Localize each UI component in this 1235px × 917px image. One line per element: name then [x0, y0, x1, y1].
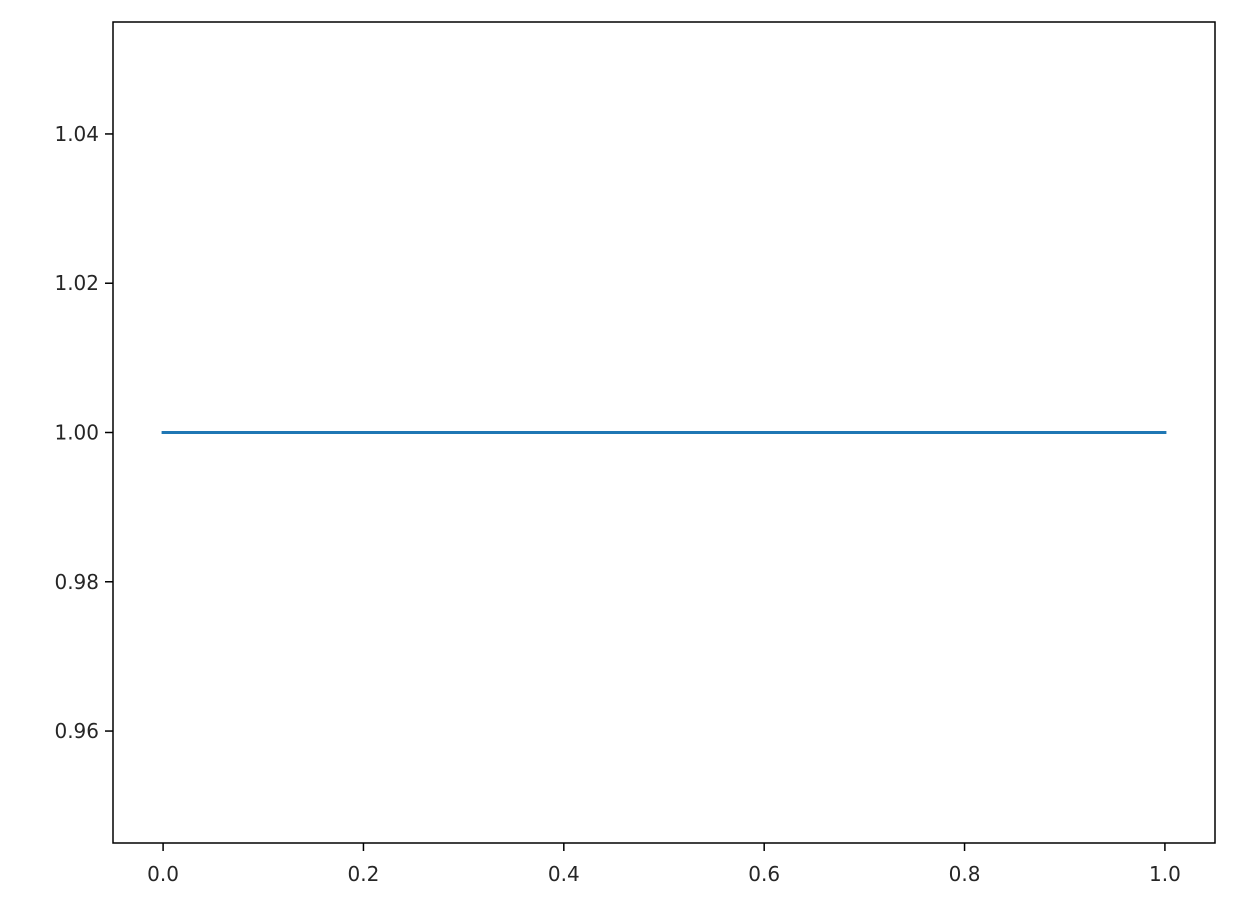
y-tick-label: 1.00: [54, 421, 99, 445]
y-tick-label: 1.04: [54, 122, 99, 146]
axis-ticks: 0.0 0.2 0.4 0.6 0.8 1.0 0.96 0.98 1.00 1.02 1.04: [54, 122, 1180, 886]
x-tick-label: 0.6: [748, 862, 780, 886]
y-tick-label: 1.02: [54, 271, 99, 295]
x-tick-label: 0.2: [348, 862, 380, 886]
x-tick-label: 0.8: [949, 862, 981, 886]
y-tick-label: 0.96: [54, 719, 99, 743]
x-tick-label: 1.0: [1149, 862, 1181, 886]
x-tick-label: 0.0: [147, 862, 179, 886]
x-tick-label: 0.4: [548, 862, 580, 886]
axes-frame: [112, 21, 1216, 844]
y-tick-label: 0.98: [54, 570, 99, 594]
